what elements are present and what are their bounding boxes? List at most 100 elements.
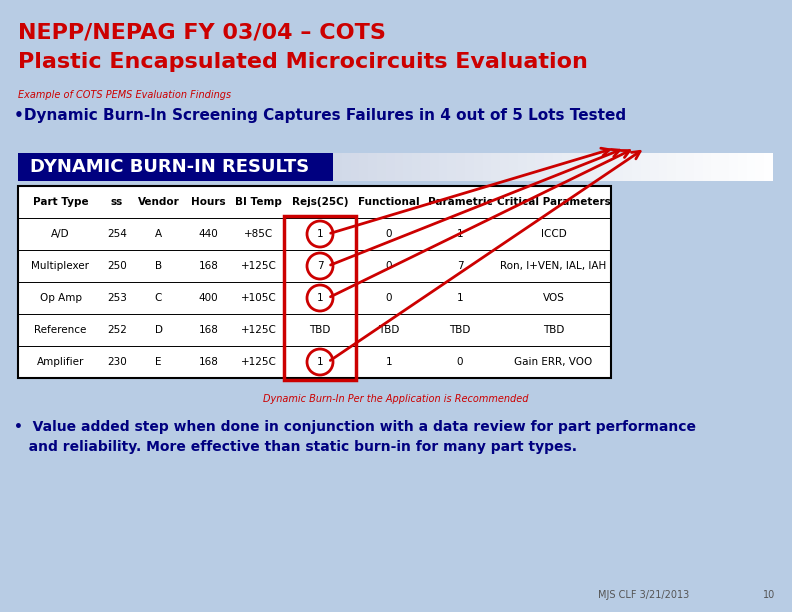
Text: ICCD: ICCD <box>541 229 566 239</box>
Text: A: A <box>155 229 162 239</box>
Text: Vendor: Vendor <box>138 197 179 207</box>
Text: Part Type: Part Type <box>32 197 89 207</box>
Text: 168: 168 <box>199 357 219 367</box>
Text: 1: 1 <box>386 357 392 367</box>
Bar <box>535 153 544 181</box>
Text: and reliability. More effective than static burn-in for many part types.: and reliability. More effective than sta… <box>14 440 577 454</box>
Text: 0: 0 <box>386 261 392 271</box>
Bar <box>482 153 491 181</box>
Text: MJS CLF 3/21/2013: MJS CLF 3/21/2013 <box>598 590 689 600</box>
Bar <box>580 153 588 181</box>
Text: 254: 254 <box>107 229 127 239</box>
Bar <box>284 216 356 380</box>
Text: TBD: TBD <box>543 325 564 335</box>
Text: 230: 230 <box>107 357 127 367</box>
Text: 400: 400 <box>199 293 219 303</box>
Text: 168: 168 <box>199 261 219 271</box>
Bar <box>509 153 518 181</box>
Text: 0: 0 <box>386 229 392 239</box>
Bar <box>439 153 447 181</box>
Bar <box>553 153 562 181</box>
Text: +125C: +125C <box>241 325 276 335</box>
Bar <box>641 153 649 181</box>
Bar <box>694 153 703 181</box>
Bar <box>412 153 421 181</box>
Bar <box>447 153 456 181</box>
Text: Functional: Functional <box>358 197 420 207</box>
Text: Dynamic Burn-In Per the Application is Recommended: Dynamic Burn-In Per the Application is R… <box>263 394 529 404</box>
Text: +105C: +105C <box>241 293 276 303</box>
Text: B: B <box>155 261 162 271</box>
Text: 1: 1 <box>317 357 323 367</box>
Text: 168: 168 <box>199 325 219 335</box>
Text: 1: 1 <box>317 229 323 239</box>
Text: 0: 0 <box>457 357 463 367</box>
Bar <box>711 153 720 181</box>
Text: 1: 1 <box>457 229 463 239</box>
Text: 1: 1 <box>317 293 323 303</box>
Text: TBD: TBD <box>449 325 470 335</box>
Bar <box>544 153 553 181</box>
Bar <box>659 153 668 181</box>
Text: Ron, I+VEN, IAL, IAH: Ron, I+VEN, IAL, IAH <box>501 261 607 271</box>
Text: Critical Parameters: Critical Parameters <box>497 197 611 207</box>
Bar <box>570 153 580 181</box>
Bar <box>518 153 527 181</box>
Bar <box>606 153 615 181</box>
Text: 10: 10 <box>763 590 775 600</box>
Bar <box>756 153 764 181</box>
Text: VOS: VOS <box>543 293 565 303</box>
Text: E: E <box>155 357 162 367</box>
Bar <box>491 153 501 181</box>
Bar <box>632 153 641 181</box>
Text: 252: 252 <box>107 325 127 335</box>
Text: Amplifier: Amplifier <box>36 357 84 367</box>
Bar <box>368 153 377 181</box>
Bar <box>668 153 676 181</box>
Bar <box>685 153 694 181</box>
Text: Rejs(25C): Rejs(25C) <box>291 197 348 207</box>
Bar <box>738 153 747 181</box>
Text: 1: 1 <box>457 293 463 303</box>
Text: 253: 253 <box>107 293 127 303</box>
Text: 250: 250 <box>107 261 127 271</box>
Text: Reference: Reference <box>34 325 86 335</box>
Text: •Dynamic Burn-In Screening Captures Failures in 4 out of 5 Lots Tested: •Dynamic Burn-In Screening Captures Fail… <box>14 108 626 123</box>
Text: D: D <box>154 325 162 335</box>
Bar <box>527 153 535 181</box>
Bar <box>421 153 430 181</box>
Text: Hours: Hours <box>191 197 226 207</box>
Text: A/D: A/D <box>51 229 70 239</box>
Bar <box>764 153 773 181</box>
Bar <box>394 153 403 181</box>
Text: C: C <box>154 293 162 303</box>
Text: DYNAMIC BURN-IN RESULTS: DYNAMIC BURN-IN RESULTS <box>30 158 309 176</box>
Text: ss: ss <box>111 197 123 207</box>
Bar <box>501 153 509 181</box>
Bar <box>562 153 570 181</box>
Bar <box>333 153 342 181</box>
Bar <box>351 153 360 181</box>
Text: •  Value added step when done in conjunction with a data review for part perform: • Value added step when done in conjunct… <box>14 420 696 434</box>
Text: TBD: TBD <box>379 325 400 335</box>
Text: Gain ERR, VOO: Gain ERR, VOO <box>514 357 592 367</box>
Bar <box>360 153 368 181</box>
Bar <box>342 153 351 181</box>
Text: TBD: TBD <box>310 325 331 335</box>
Text: Plastic Encapsulated Microcircuits Evaluation: Plastic Encapsulated Microcircuits Evalu… <box>18 52 588 72</box>
Bar <box>597 153 606 181</box>
Text: Example of COTS PEMS Evaluation Findings: Example of COTS PEMS Evaluation Findings <box>18 90 231 100</box>
Bar <box>588 153 597 181</box>
Bar <box>747 153 756 181</box>
Bar <box>474 153 482 181</box>
Text: Multiplexer: Multiplexer <box>32 261 89 271</box>
Text: 7: 7 <box>457 261 463 271</box>
Bar <box>465 153 474 181</box>
Bar <box>615 153 623 181</box>
Text: 0: 0 <box>386 293 392 303</box>
Bar <box>430 153 439 181</box>
Text: Op Amp: Op Amp <box>40 293 82 303</box>
Bar <box>377 153 386 181</box>
Text: +125C: +125C <box>241 261 276 271</box>
Bar <box>676 153 685 181</box>
